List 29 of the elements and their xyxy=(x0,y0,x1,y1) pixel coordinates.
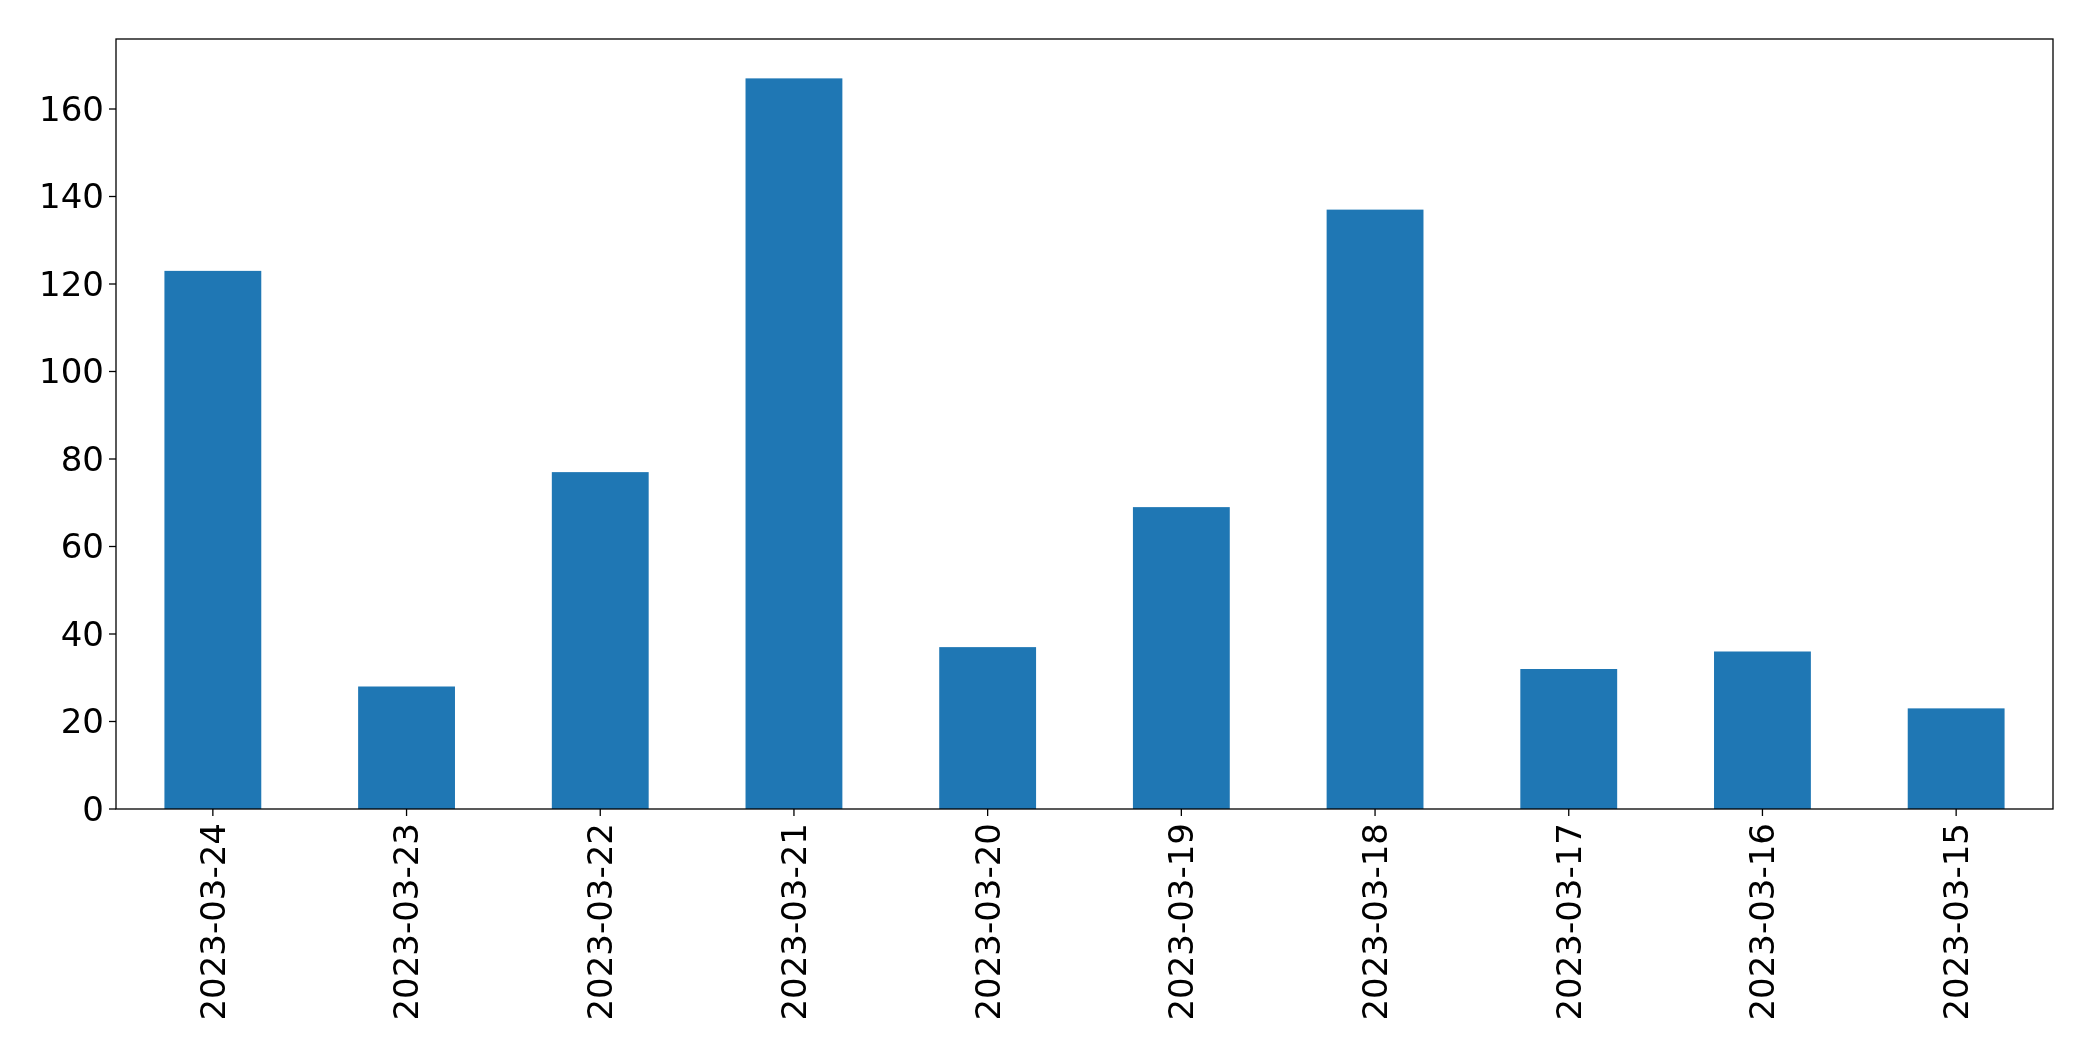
y-tick-label: 40 xyxy=(60,613,104,654)
y-tick-label: 120 xyxy=(39,263,104,304)
x-tick-label: 2023-03-24 xyxy=(192,823,233,1021)
bar xyxy=(1714,651,1811,809)
bar xyxy=(551,472,649,809)
y-tick-label: 20 xyxy=(60,701,104,742)
x-tick-label: 2023-03-18 xyxy=(1354,823,1395,1021)
bar xyxy=(745,78,843,809)
x-tick-label: 2023-03-21 xyxy=(773,823,814,1021)
x-tick-label: 2023-03-22 xyxy=(580,823,621,1021)
bar xyxy=(1132,507,1230,809)
bar xyxy=(1907,708,2005,809)
y-tick-label: 60 xyxy=(60,526,104,567)
bar xyxy=(1520,669,1618,809)
x-tick-label: 2023-03-23 xyxy=(386,823,427,1021)
x-tick-label: 2023-03-17 xyxy=(1548,823,1589,1021)
bar xyxy=(358,686,455,809)
y-tick-label: 100 xyxy=(39,351,104,392)
bar xyxy=(164,270,262,809)
bar xyxy=(939,647,1037,809)
x-tick-label: 2023-03-15 xyxy=(1936,823,1977,1021)
y-tick-label: 0 xyxy=(82,788,104,829)
x-tick-label: 2023-03-16 xyxy=(1742,823,1783,1021)
y-tick-label: 80 xyxy=(60,438,104,479)
x-tick-label: 2023-03-20 xyxy=(967,823,1008,1021)
y-tick-label: 140 xyxy=(39,176,104,217)
x-tick-label: 2023-03-19 xyxy=(1161,823,1202,1021)
y-tick-label: 160 xyxy=(39,88,104,129)
bar xyxy=(1326,209,1424,809)
